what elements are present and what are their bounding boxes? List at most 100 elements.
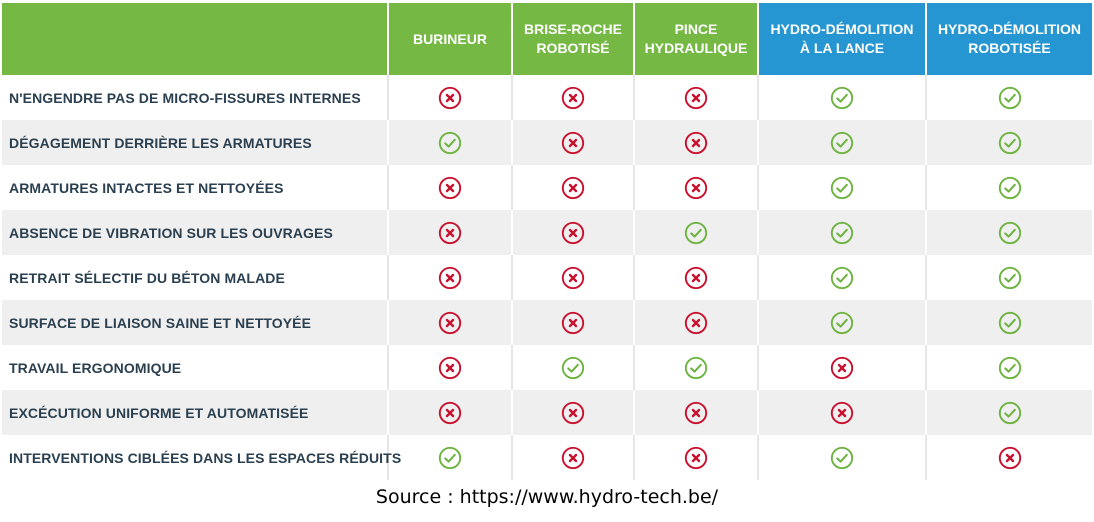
comparison-table: BURINEUR BRISE-ROCHE ROBOTISÉ PINCE HYDR… [2,3,1092,480]
check-icon [830,176,854,199]
result-cell [512,255,635,300]
check-icon [998,86,1021,109]
result-cell [926,75,1092,120]
check-icon [438,446,462,469]
check-icon [998,266,1021,289]
header-brise-roche: BRISE-ROCHE ROBOTISÉ [512,3,635,75]
result-cell [758,255,927,300]
result-cell [388,165,513,210]
result-cell [758,120,927,165]
row-label: N'ENGENDRE PAS DE MICRO-FISSURES INTERNE… [2,75,389,120]
check-icon [998,131,1021,154]
check-icon [684,356,708,379]
result-cell [512,300,635,345]
cross-icon [438,86,462,109]
check-icon [830,311,854,334]
cross-icon [438,266,462,289]
table-row: TRAVAIL ERGONOMIQUE [2,345,1092,390]
row-label: INTERVENTIONS CIBLÉES DANS LES ESPACES R… [2,435,401,480]
cross-icon [684,176,708,199]
result-cell [634,435,759,480]
result-cell [388,390,513,435]
cross-icon [684,131,708,154]
row-label: RETRAIT SÉLECTIF DU BÉTON MALADE [2,255,389,300]
check-icon [830,266,854,289]
cross-icon [830,356,854,379]
source-caption: Source : https://www.hydro-tech.be/ [375,486,719,508]
result-cell [758,75,927,120]
header-blank-cell [2,3,389,75]
table-row: N'ENGENDRE PAS DE MICRO-FISSURES INTERNE… [2,75,1092,120]
check-icon [998,221,1021,244]
result-cell [512,390,635,435]
header-burineur: BURINEUR [388,3,513,75]
result-cell [388,300,513,345]
result-cell [758,300,927,345]
cross-icon [438,356,462,379]
result-cell [926,390,1092,435]
table-row: EXCÉCUTION UNIFORME ET AUTOMATISÉE [2,390,1092,435]
result-cell [926,120,1092,165]
result-cell [388,255,513,300]
result-cell [758,345,927,390]
result-cell [388,345,513,390]
result-cell [634,255,759,300]
result-cell [634,300,759,345]
result-cell [758,210,927,255]
header-hydro-lance: HYDRO-DÉMOLITION À LA LANCE [758,3,927,75]
cross-icon [561,446,585,469]
result-cell [758,390,927,435]
table-row: SURFACE DE LIAISON SAINE ET NETTOYÉE [2,300,1092,345]
cross-icon [684,311,708,334]
result-cell [634,210,759,255]
header-line1: BRISE-ROCHE [523,21,622,37]
row-label: EXCÉCUTION UNIFORME ET AUTOMATISÉE [2,390,389,435]
header-line1: PINCE [674,21,718,37]
cross-icon [684,401,708,424]
result-cell [926,255,1092,300]
result-cell [758,165,927,210]
row-label: ABSENCE DE VIBRATION SUR LES OUVRAGES [2,210,389,255]
header-hydro-robotisee: HYDRO-DÉMOLITION ROBOTISÉE [926,3,1092,75]
cross-icon [561,86,585,109]
cross-icon [684,266,708,289]
result-cell [634,120,759,165]
row-label: SURFACE DE LIAISON SAINE ET NETTOYÉE [2,300,389,345]
table-row: INTERVENTIONS CIBLÉES DANS LES ESPACES R… [2,435,1092,480]
result-cell [512,120,635,165]
cross-icon [684,86,708,109]
check-icon [561,356,585,379]
header-line1: BURINEUR [413,30,487,47]
result-cell [758,435,927,480]
check-icon [438,131,462,154]
result-cell [512,210,635,255]
header-line2: À LA LANCE [799,40,885,56]
cross-icon [438,401,462,424]
result-cell [512,165,635,210]
table-row: ABSENCE DE VIBRATION SUR LES OUVRAGES [2,210,1092,255]
result-cell [926,300,1092,345]
cross-icon [438,311,462,334]
result-cell [926,210,1092,255]
table-row: RETRAIT SÉLECTIF DU BÉTON MALADE [2,255,1092,300]
check-icon [830,131,854,154]
result-cell [388,210,513,255]
table-row: ARMATURES INTACTES ET NETTOYÉES [2,165,1092,210]
result-cell [634,345,759,390]
check-icon [998,401,1021,424]
check-icon [998,176,1021,199]
check-icon [998,311,1021,334]
table-row: DÉGAGEMENT DERRIÈRE LES ARMATURES [2,120,1092,165]
cross-icon [561,311,585,334]
header-line2: ROBOTISÉ [536,40,610,56]
header-line2: ROBOTISÉE [968,40,1051,56]
cross-icon [830,401,854,424]
row-label: ARMATURES INTACTES ET NETTOYÉES [2,165,389,210]
check-icon [684,221,708,244]
cross-icon [561,221,585,244]
result-cell [926,435,1092,480]
cross-icon [998,446,1021,469]
result-cell [388,75,513,120]
result-cell [634,75,759,120]
